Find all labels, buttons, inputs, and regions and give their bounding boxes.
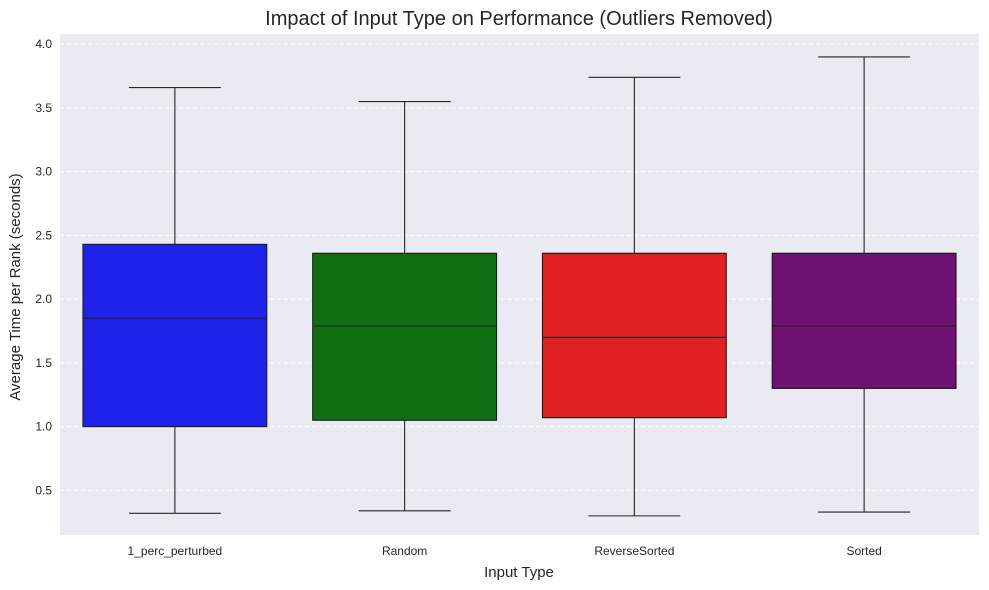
x-tick-label: 1_perc_perturbed — [128, 544, 223, 558]
y-tick-label: 1.5 — [35, 356, 52, 370]
iqr-box — [312, 252, 498, 421]
chart-title: Impact of Input Type on Performance (Out… — [265, 8, 773, 30]
box-ReverseSorted — [541, 76, 727, 517]
x-tick-label: Random — [382, 544, 427, 558]
y-tick-label: 2.5 — [35, 228, 52, 242]
box-Sorted — [771, 56, 957, 513]
x-axis-ticks: 1_perc_perturbed Random ReverseSorted Sorte… — [128, 544, 882, 558]
iqr-box — [771, 252, 957, 389]
y-axis-ticks: 0.5 1.0 1.5 2.0 2.5 3.0 3.5 4.0 — [35, 37, 52, 497]
boxes — [82, 56, 957, 517]
x-tick-label: ReverseSorted — [594, 544, 674, 558]
box-1_perc_perturbed — [82, 86, 268, 514]
y-tick-label: 4.0 — [35, 37, 52, 51]
x-axis-title: Input Type — [484, 564, 554, 581]
y-tick-label: 1.0 — [35, 420, 52, 434]
y-tick-label: 3.5 — [35, 101, 52, 115]
y-axis-title: Average Time per Rank (seconds) — [7, 173, 24, 400]
y-tick-label: 2.0 — [35, 292, 52, 306]
x-tick-label: Sorted — [846, 544, 881, 558]
iqr-box — [541, 252, 727, 419]
box-Random — [312, 101, 498, 512]
iqr-box — [82, 243, 268, 428]
y-tick-label: 0.5 — [35, 483, 52, 497]
y-tick-label: 3.0 — [35, 165, 52, 179]
